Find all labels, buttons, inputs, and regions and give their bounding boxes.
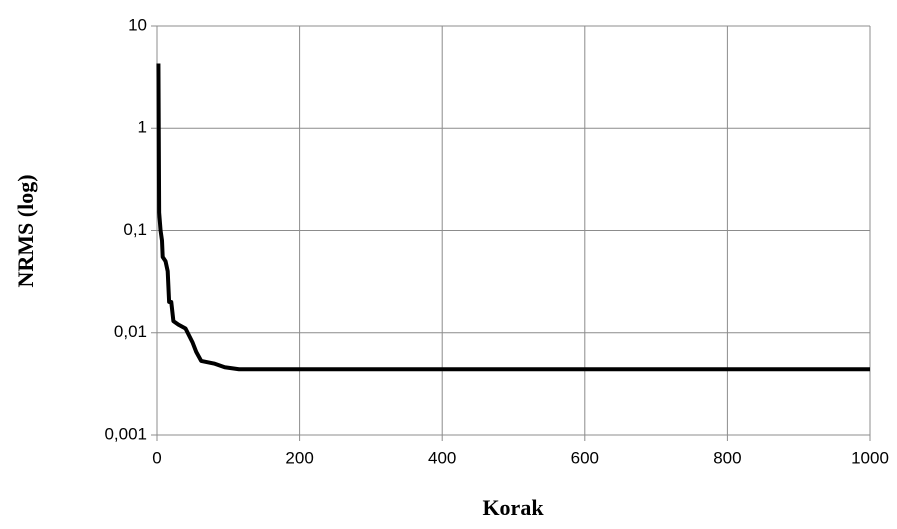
y-tick-label: 0,01 [114, 322, 147, 341]
x-tick-label: 400 [428, 448, 456, 467]
x-tick-label: 0 [152, 448, 161, 467]
y-axis-title: NRMS (log) [13, 174, 38, 287]
y-tick-label: 0,1 [123, 220, 147, 239]
x-tick-label: 200 [285, 448, 313, 467]
x-tick-label: 600 [571, 448, 599, 467]
x-axis-title: Korak [482, 495, 544, 520]
data-line [156, 63, 870, 372]
y-tick-label: 10 [128, 15, 147, 34]
y-tick-label: 0,001 [104, 424, 147, 443]
x-tick-label: 1000 [851, 448, 889, 467]
x-tick-label: 800 [713, 448, 741, 467]
y-tick-label: 1 [138, 118, 147, 137]
